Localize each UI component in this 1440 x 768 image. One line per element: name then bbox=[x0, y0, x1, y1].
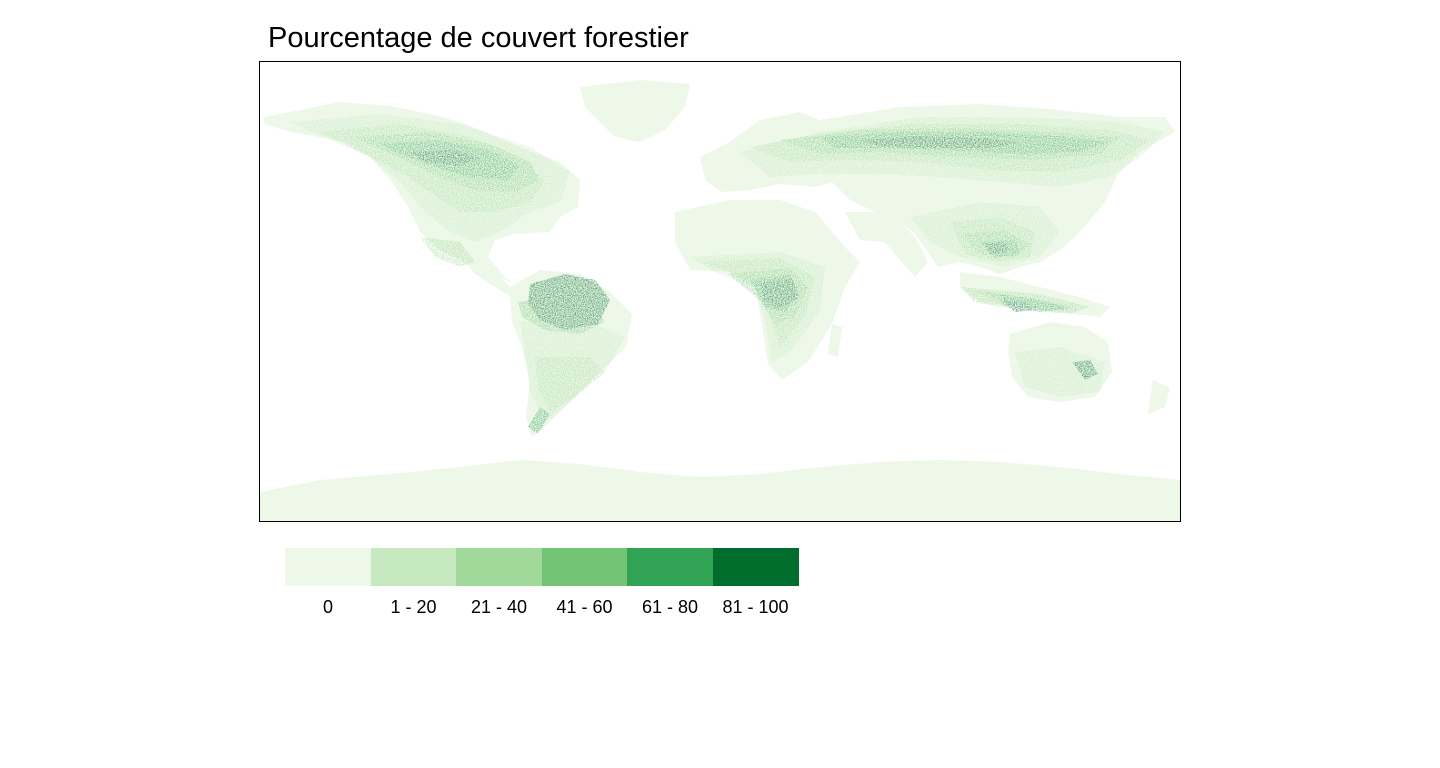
world-forest-cover-map bbox=[260, 80, 1180, 521]
arabia-india-land bbox=[845, 212, 928, 277]
legend-swatch bbox=[456, 548, 542, 586]
legend-label: 0 bbox=[322, 597, 333, 617]
map-title: Pourcentage de couvert forestier bbox=[268, 22, 689, 54]
central-america-land bbox=[465, 262, 520, 298]
greenland-land bbox=[580, 80, 690, 142]
legend-label: 41 - 60 bbox=[556, 597, 613, 617]
legend-label: 81 - 100 bbox=[722, 597, 789, 617]
antarctica-land bbox=[260, 460, 1180, 521]
legend-swatch bbox=[712, 548, 799, 586]
legend-swatch bbox=[541, 548, 628, 586]
madagascar-land bbox=[828, 324, 842, 357]
legend-label: 21 - 40 bbox=[470, 597, 528, 617]
legend: 0 1 - 20 21 - 40 41 - 60 61 - 80 81 - 100 bbox=[285, 548, 799, 620]
map-panel bbox=[259, 61, 1181, 522]
legend-label: 61 - 80 bbox=[641, 597, 699, 617]
legend-label: 1 - 20 bbox=[390, 597, 437, 617]
legend-swatch bbox=[627, 548, 713, 586]
forest-cover-layer bbox=[290, 114, 1165, 434]
new-zealand-land bbox=[1148, 380, 1170, 414]
legend-swatch bbox=[285, 548, 371, 586]
legend-swatch bbox=[370, 548, 457, 586]
